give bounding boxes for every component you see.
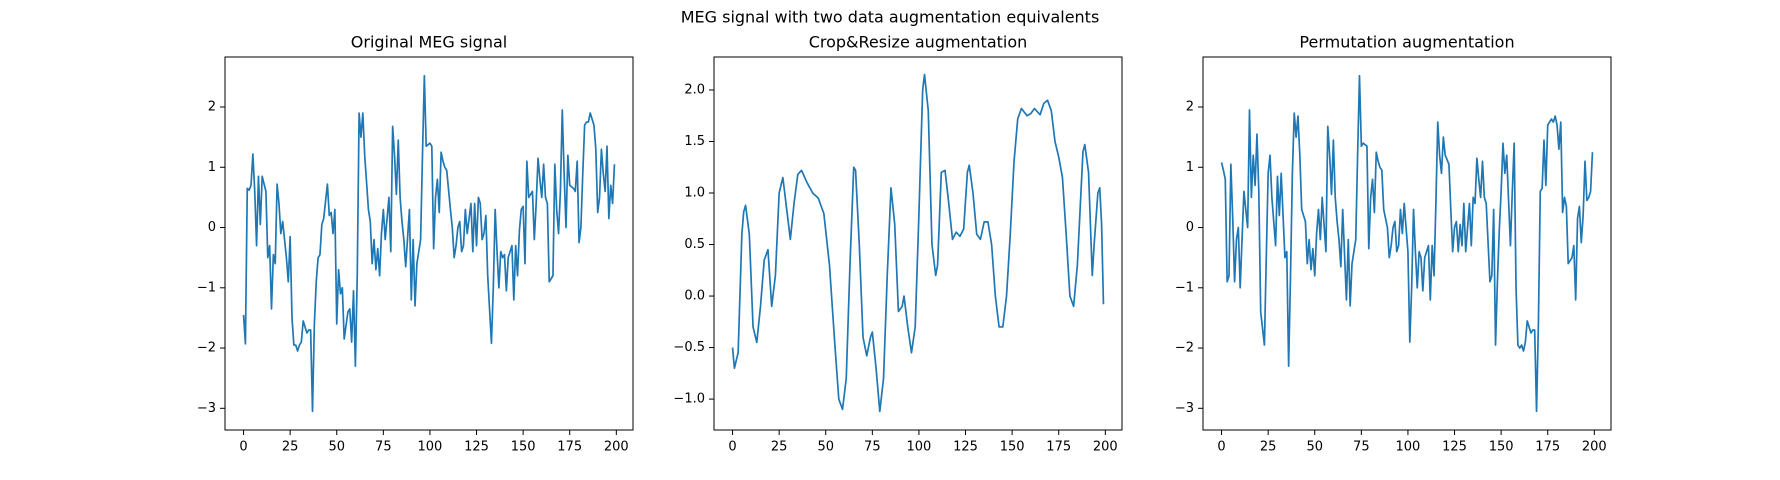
- x-tick-label: 125: [953, 440, 978, 455]
- y-tick-label: 0.5: [684, 237, 705, 252]
- x-tick-label: 150: [1489, 440, 1514, 455]
- x-tick-label: 25: [282, 440, 299, 455]
- y-tick-label: 1: [208, 160, 216, 175]
- x-tick-label: 200: [604, 440, 629, 455]
- x-tick-label: 25: [771, 440, 788, 455]
- x-tick-label: 125: [464, 440, 489, 455]
- x-tick-label: 0: [239, 440, 247, 455]
- x-tick-label: 175: [1046, 440, 1071, 455]
- y-tick-label: 2: [208, 100, 216, 115]
- y-tick-label: 1: [1186, 160, 1194, 175]
- y-tick-label: −0.5: [673, 340, 705, 355]
- figure-title: MEG signal with two data augmentation eq…: [681, 8, 1100, 27]
- x-tick-label: 50: [328, 440, 345, 455]
- x-tick-label: 25: [1260, 440, 1277, 455]
- x-tick-label: 175: [1535, 440, 1560, 455]
- x-tick-label: 0: [1217, 440, 1225, 455]
- axes-frame: [224, 56, 634, 431]
- x-tick-label: 50: [1306, 440, 1323, 455]
- x-tick-label: 125: [1442, 440, 1467, 455]
- subplot-title: Original MEG signal: [351, 33, 507, 52]
- y-tick-label: 2: [1186, 100, 1194, 115]
- x-tick-label: 100: [418, 440, 443, 455]
- x-tick-label: 150: [511, 440, 536, 455]
- y-tick-label: 0: [208, 220, 216, 235]
- x-tick-label: 150: [1000, 440, 1025, 455]
- y-tick-label: −2: [197, 341, 216, 356]
- subplot-title: Permutation augmentation: [1299, 33, 1514, 52]
- y-tick-label: −3: [197, 401, 216, 416]
- signal-line: [731, 73, 1105, 413]
- y-tick-label: 2.0: [684, 82, 705, 97]
- y-tick-label: −3: [1175, 401, 1194, 416]
- y-tick-label: −1: [197, 280, 216, 295]
- y-tick-label: 0: [1186, 220, 1194, 235]
- axes-frame: [1202, 56, 1612, 431]
- x-tick-label: 0: [728, 440, 736, 455]
- x-tick-label: 175: [557, 440, 582, 455]
- x-tick-label: 75: [1353, 440, 1370, 455]
- x-tick-label: 100: [1396, 440, 1421, 455]
- subplot-title: Crop&Resize augmentation: [809, 33, 1028, 52]
- y-tick-label: 0.0: [684, 289, 705, 304]
- y-tick-label: 1.0: [684, 186, 705, 201]
- y-tick-label: −1.0: [673, 392, 705, 407]
- x-tick-label: 100: [907, 440, 932, 455]
- x-tick-label: 50: [817, 440, 834, 455]
- y-tick-label: −1: [1175, 280, 1194, 295]
- axes-frame: [713, 56, 1123, 431]
- signal-line: [242, 74, 616, 413]
- y-tick-label: −2: [1175, 341, 1194, 356]
- x-tick-label: 200: [1582, 440, 1607, 455]
- x-tick-label: 75: [864, 440, 881, 455]
- y-tick-label: 1.5: [684, 134, 705, 149]
- x-tick-label: 200: [1093, 440, 1118, 455]
- signal-line: [1220, 74, 1594, 413]
- x-tick-label: 75: [375, 440, 392, 455]
